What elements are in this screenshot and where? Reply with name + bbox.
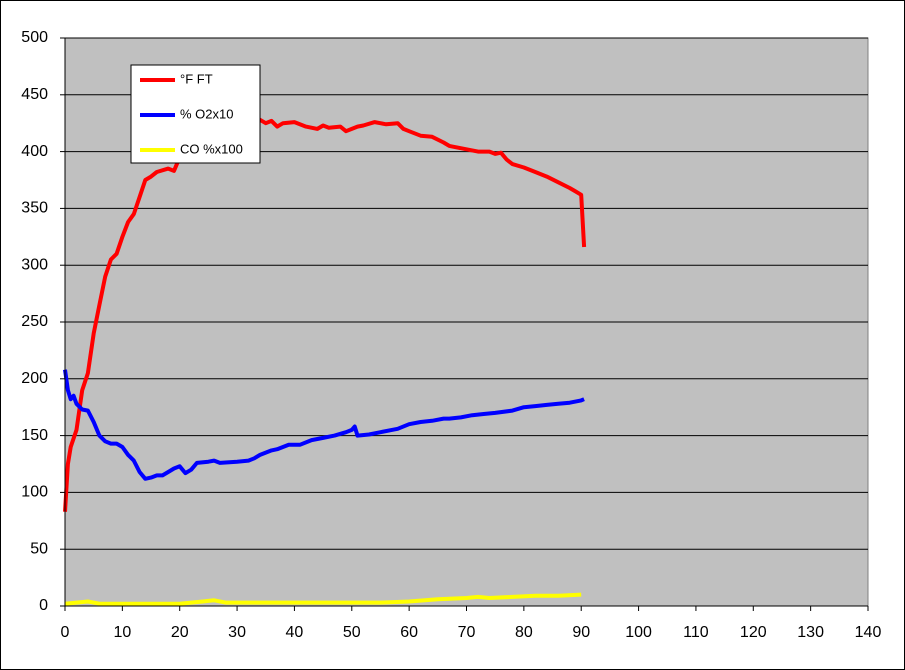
- series-line: [63, 117, 587, 512]
- legend-label: CO %x100: [180, 141, 243, 156]
- axes: 0 50 100 150 200 250 300 350 400 450 500 0 10 20 30 40 5…: [21, 29, 881, 641]
- y-tick-label: 250: [21, 313, 48, 330]
- series-line: [64, 592, 582, 606]
- legend-label: °F FT: [180, 71, 213, 86]
- lines: [63, 117, 587, 606]
- x-tick-label: 20: [171, 624, 189, 641]
- x-tick-label: 50: [343, 624, 361, 641]
- y-tick-label: 400: [21, 143, 48, 160]
- x-tick-label: 120: [740, 624, 767, 641]
- y-tick-label: 50: [30, 540, 48, 557]
- x-tick-label: 90: [572, 624, 590, 641]
- series-line: [63, 369, 585, 481]
- x-tick-label: 0: [61, 624, 70, 641]
- y-tick-label: 300: [21, 256, 48, 273]
- x-tick-label: 100: [625, 624, 652, 641]
- x-tick-label: 70: [458, 624, 476, 641]
- y-tick-label: 450: [21, 86, 48, 103]
- x-tick-label: 60: [400, 624, 418, 641]
- y-tick-label: 500: [21, 29, 48, 46]
- grid: [65, 37, 868, 607]
- y-tick-label: 0: [39, 597, 48, 614]
- x-tick-label: 10: [113, 624, 131, 641]
- x-tick-label: 80: [515, 624, 533, 641]
- y-tick-label: 200: [21, 370, 48, 387]
- x-tick-label: 130: [797, 624, 824, 641]
- x-tick-label: 110: [683, 624, 709, 641]
- y-tick-label: 100: [21, 484, 48, 501]
- x-tick-label: 40: [286, 624, 304, 641]
- x-tick-label: 30: [228, 624, 246, 641]
- y-tick-label: 350: [21, 200, 48, 217]
- legend: °F FT % O2x10 CO %x100: [130, 64, 261, 164]
- legend-label: % O2x10: [180, 106, 233, 121]
- y-tick-label: 150: [21, 427, 48, 444]
- x-tick-label: 140: [855, 624, 882, 641]
